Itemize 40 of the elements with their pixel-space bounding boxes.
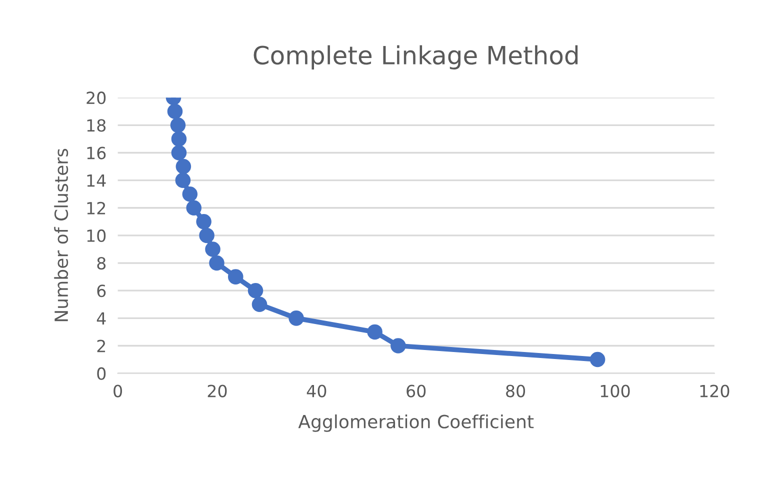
point <box>199 228 214 244</box>
point <box>209 255 224 271</box>
y-tick-label: 12 <box>87 202 106 214</box>
y-tick-label: 20 <box>86 92 106 104</box>
point <box>171 131 187 147</box>
point <box>170 118 186 133</box>
point <box>248 282 264 298</box>
x-tick-label: 100 <box>600 384 630 398</box>
x-tick-label: 40 <box>306 384 326 398</box>
point <box>252 296 268 312</box>
point <box>367 324 382 340</box>
x-tick-label: 80 <box>506 384 526 398</box>
y-tick-label: 14 <box>87 174 106 187</box>
y-tick-label: 16 <box>87 146 106 160</box>
x-tick-label: 120 <box>700 384 730 398</box>
point <box>196 214 212 230</box>
y-axis-title: Number of Clusters <box>54 148 68 322</box>
x-tick-label: 0 <box>114 384 122 398</box>
point <box>175 172 191 188</box>
y-tick-label: 10 <box>87 229 106 242</box>
point <box>171 145 187 160</box>
point <box>228 269 244 284</box>
point <box>288 310 304 326</box>
x-tick-label: 20 <box>208 384 227 398</box>
point <box>590 352 606 368</box>
point <box>167 104 183 120</box>
point <box>182 186 198 202</box>
y-tick-label: 2 <box>97 340 106 352</box>
x-tick-label: 60 <box>406 384 426 398</box>
chart-title: Complete Linkage Method <box>254 45 578 70</box>
y-tick-label: 18 <box>87 119 106 132</box>
point <box>390 338 406 354</box>
point <box>186 200 202 216</box>
y-tick-label: 4 <box>96 312 106 325</box>
y-tick-label: 6 <box>97 284 106 298</box>
point <box>176 158 192 174</box>
x-axis-title: Agglomeration Coefficient <box>298 414 534 432</box>
y-tick-label: 0 <box>97 367 106 380</box>
point <box>205 242 220 257</box>
y-tick-label: 8 <box>97 256 106 270</box>
